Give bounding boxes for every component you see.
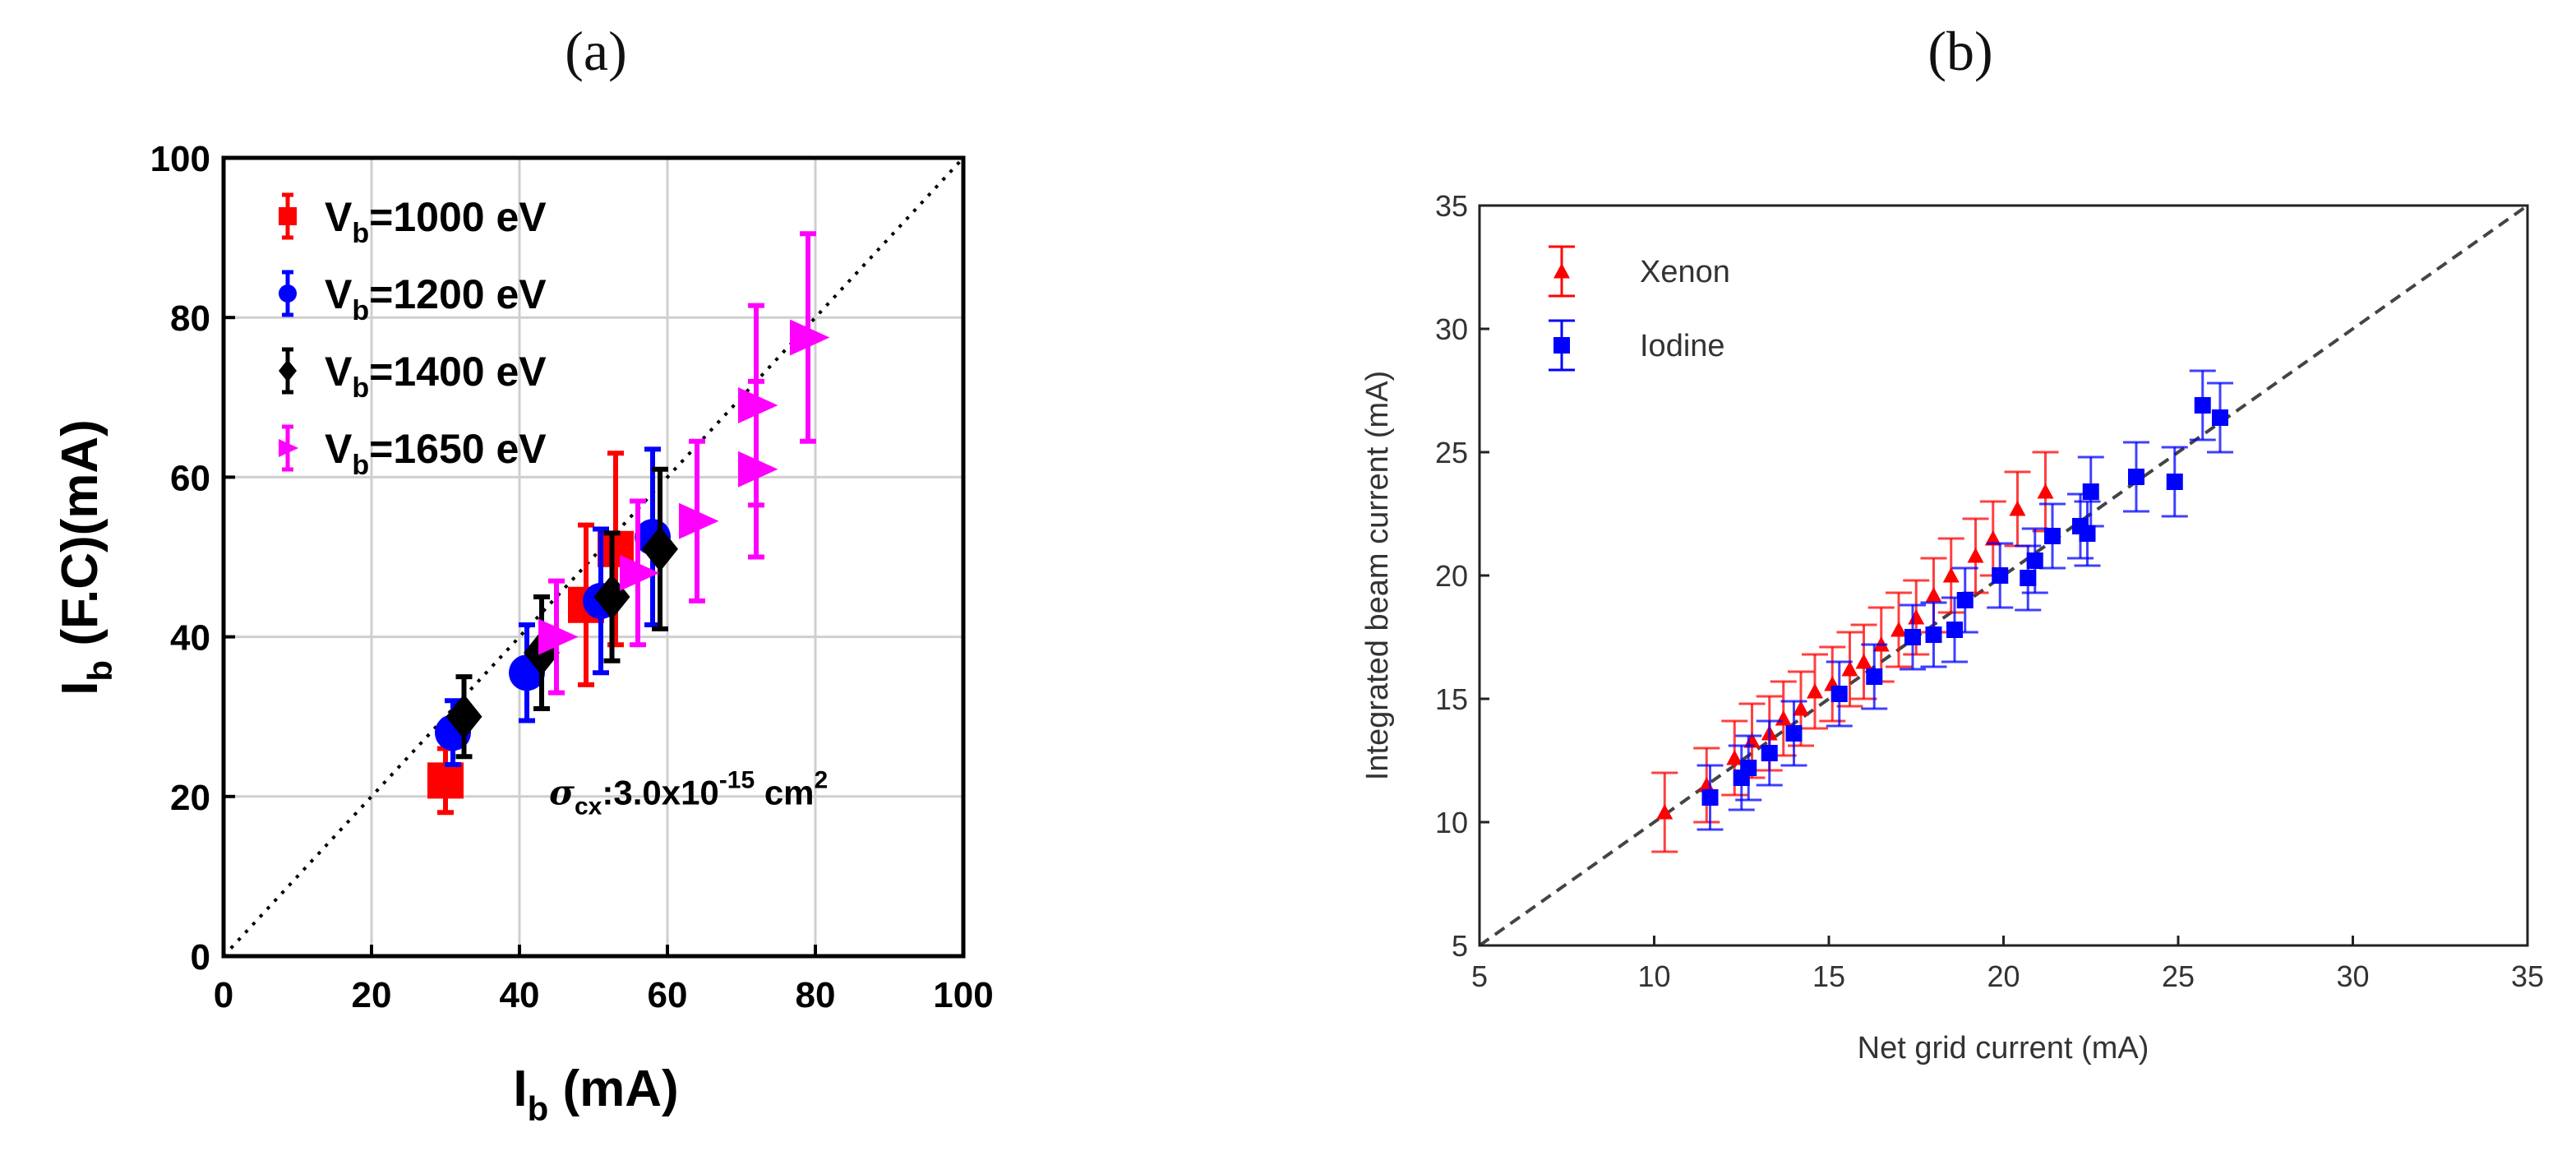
data-point bbox=[620, 554, 660, 591]
legend-marker bbox=[279, 359, 297, 382]
data-point bbox=[1904, 629, 1921, 645]
data-point bbox=[1925, 626, 1942, 643]
data-point bbox=[1830, 686, 1848, 702]
data-point bbox=[1761, 745, 1778, 761]
data-point bbox=[2079, 525, 2096, 542]
data-point bbox=[1726, 750, 1743, 765]
plot-frame bbox=[221, 155, 966, 959]
data-point bbox=[790, 319, 830, 356]
cross-section-annotation: σcx:3.0x10-15 cm2 bbox=[549, 767, 828, 820]
y-tick-label: 5 bbox=[1452, 929, 1468, 963]
x-axis-label: Net grid current (mA) bbox=[1858, 1031, 2149, 1065]
data-point bbox=[1956, 592, 1974, 608]
data-point bbox=[2044, 528, 2061, 544]
x-tick-label: 35 bbox=[2511, 959, 2544, 993]
y-tick-label: 0 bbox=[191, 937, 210, 978]
y-tick-label: 40 bbox=[170, 618, 210, 659]
legend-label: Vb=1650 eV bbox=[325, 426, 547, 481]
chart-a: 0 20 40 60 80 100 0 20 40 60 80 100 Vb=1000 eV Vb=120… bbox=[52, 139, 994, 1128]
series-1400-group bbox=[445, 466, 678, 760]
data-point bbox=[2128, 469, 2144, 485]
data-point bbox=[1942, 567, 1960, 583]
data-point bbox=[738, 387, 778, 424]
y-tick-label: 25 bbox=[1435, 436, 1468, 469]
data-point bbox=[2009, 501, 2026, 516]
data-point bbox=[1701, 789, 1719, 806]
legend-label: Vb=1000 eV bbox=[325, 194, 547, 249]
data-point bbox=[1807, 683, 1823, 699]
data-point bbox=[1740, 760, 1757, 776]
legend-marker bbox=[1553, 337, 1570, 354]
x-tick-label: 30 bbox=[2336, 959, 2369, 993]
x-tick-label: 25 bbox=[2162, 959, 2195, 993]
y-tick-label: 30 bbox=[1435, 312, 1468, 346]
x-tick-label: 100 bbox=[933, 975, 993, 1015]
data-point bbox=[1841, 661, 1858, 677]
data-point bbox=[427, 762, 464, 799]
legend-label: Vb=1200 eV bbox=[325, 271, 547, 326]
data-point bbox=[538, 618, 579, 655]
chart-b: 5 10 15 20 25 30 35 5 10 15 20 25 30 35 Xenon Iodine Net… bbox=[1360, 189, 2544, 1065]
data-point bbox=[1793, 700, 1809, 716]
series-iodine-group bbox=[1697, 369, 2233, 831]
x-tick-label: 5 bbox=[1471, 959, 1488, 993]
data-point bbox=[1890, 622, 1907, 637]
x-tick-label: 40 bbox=[500, 975, 540, 1015]
y-tick-label: 20 bbox=[170, 778, 210, 818]
data-point bbox=[2082, 483, 2099, 500]
panel-a-label: (a) bbox=[565, 20, 626, 82]
legend-label: Xenon bbox=[1640, 255, 1730, 289]
data-point bbox=[1946, 622, 1963, 638]
x-tick-label: 0 bbox=[214, 975, 233, 1015]
x-tick-label: 80 bbox=[796, 975, 836, 1015]
data-point bbox=[679, 502, 719, 539]
plot-frame bbox=[1478, 204, 2529, 947]
x-tick-label: 15 bbox=[1812, 959, 1845, 993]
y-tick-label: 100 bbox=[150, 139, 210, 179]
data-point bbox=[1992, 567, 2009, 584]
y-tick-label: 80 bbox=[170, 298, 210, 339]
data-point bbox=[642, 526, 678, 572]
y-axis-label: Ib (F.C)(mA) bbox=[52, 419, 119, 696]
x-tick-label: 20 bbox=[1987, 959, 2020, 993]
data-point bbox=[2166, 474, 2183, 490]
data-point bbox=[445, 694, 482, 740]
data-point bbox=[1866, 668, 1883, 685]
y-tick-label: 60 bbox=[170, 458, 210, 498]
legend-marker bbox=[279, 439, 299, 457]
y-tick-label: 15 bbox=[1435, 682, 1468, 716]
x-tick-label: 60 bbox=[648, 975, 688, 1015]
data-point bbox=[1925, 587, 1942, 603]
panel-b-label: (b) bbox=[1927, 20, 1992, 82]
data-point bbox=[2194, 397, 2211, 414]
series-1650-group bbox=[538, 231, 830, 696]
data-point bbox=[1855, 654, 1872, 669]
y-tick-label: 20 bbox=[1435, 559, 1468, 593]
legend: Vb=1000 eV Vb=1200 eV Vb=1400 eV Vb=1650 eV bbox=[279, 192, 547, 481]
data-point bbox=[2026, 552, 2043, 569]
legend-label: Vb=1400 eV bbox=[325, 349, 547, 404]
data-point bbox=[2020, 570, 2037, 586]
legend-marker bbox=[279, 207, 297, 225]
y-axis-label: Integrated beam current (mA) bbox=[1360, 371, 1395, 780]
data-point bbox=[1785, 725, 1803, 742]
y-tick-label: 35 bbox=[1435, 189, 1468, 223]
data-point bbox=[1984, 530, 2001, 546]
y-tick-label: 10 bbox=[1435, 806, 1468, 839]
reference-line bbox=[1478, 204, 2529, 947]
data-point bbox=[1967, 548, 1984, 563]
x-tick-label: 20 bbox=[352, 975, 392, 1015]
data-point bbox=[2037, 483, 2054, 499]
legend-marker bbox=[279, 284, 297, 303]
x-tick-label: 10 bbox=[1637, 959, 1670, 993]
legend: Xenon Iodine bbox=[1549, 245, 1730, 372]
legend-marker bbox=[1553, 263, 1570, 279]
data-point bbox=[1656, 804, 1673, 820]
legend-label: Iodine bbox=[1640, 329, 1725, 363]
data-point bbox=[2212, 409, 2228, 426]
x-axis-label: Ib (mA) bbox=[513, 1061, 678, 1128]
